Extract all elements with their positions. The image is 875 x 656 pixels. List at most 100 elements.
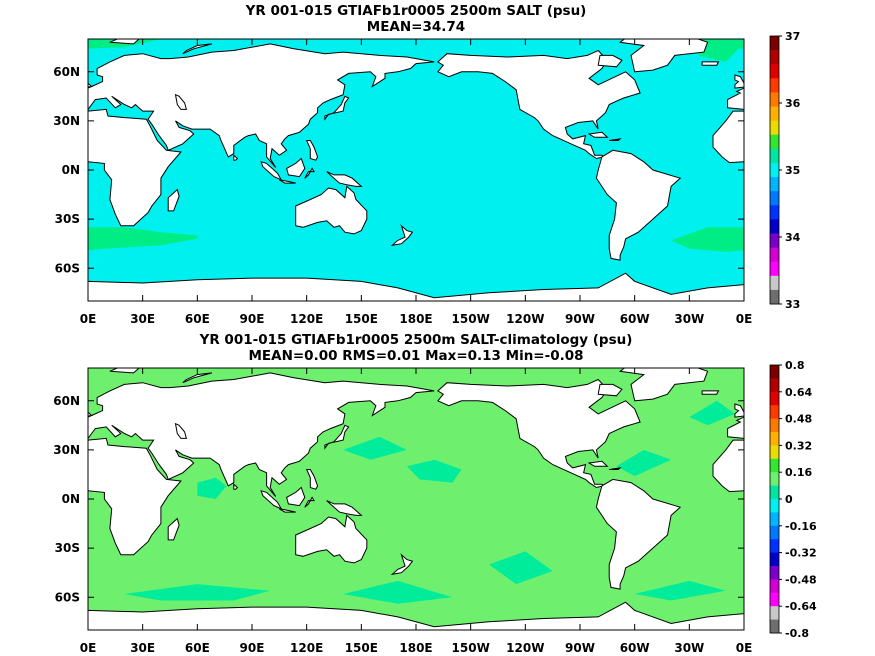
top-land-new-zealand xyxy=(390,224,414,247)
top-land-new-guinea xyxy=(326,171,363,187)
bottom-y-tick-label: 0N xyxy=(62,492,80,506)
bottom-colorbar-label: 0.16 xyxy=(785,466,812,479)
top-colorbar-swatch xyxy=(770,233,779,249)
top-x-tick-label: 150E xyxy=(345,312,378,326)
top-colorbar-swatch xyxy=(770,64,779,79)
top-colorbar-swatch xyxy=(770,92,779,108)
top-land-south-america xyxy=(595,149,682,261)
bottom-land-new-zealand xyxy=(390,553,414,576)
bottom-x-tick-label: 0E xyxy=(80,641,97,655)
bottom-colorbar-swatch xyxy=(770,378,779,393)
bottom-land-greenland xyxy=(618,368,709,402)
top-land-sri-lanka xyxy=(233,154,239,161)
bottom-x-tick-label: 0E xyxy=(736,641,753,655)
bottom-colorbar-swatch xyxy=(770,445,779,460)
bottom-colorbar-swatch xyxy=(770,485,779,500)
top-land-baffin xyxy=(597,54,623,68)
bottom-colorbar-swatch xyxy=(770,365,779,379)
bottom-colorbar-label: -0.64 xyxy=(785,600,817,613)
bottom-title-line2: MEAN=0.00 RMS=0.01 Max=0.13 Min=-0.08 xyxy=(248,348,584,364)
bottom-colorbar-label: 0.32 xyxy=(785,439,812,452)
bottom-x-tick-label: 60E xyxy=(185,641,210,655)
top-x-tick-label: 30E xyxy=(130,312,155,326)
top-colorbar-swatch xyxy=(770,261,779,277)
top-colorbar-swatch xyxy=(770,106,779,122)
top-x-tick-label: 0E xyxy=(736,312,753,326)
top-colorbar-swatch xyxy=(770,134,779,150)
bottom-land-britain xyxy=(88,411,93,417)
top-x-tick-label: 180E xyxy=(399,312,432,326)
top-y-tick-label: 30N xyxy=(53,114,80,128)
bottom-land-eurasia xyxy=(727,416,744,439)
top-land-iceland xyxy=(701,61,720,66)
top-x-tick-label: 30W xyxy=(674,312,704,326)
top-panel-title: YR 001-015 GTIAFb1r0005 2500m SALT (psu)… xyxy=(88,3,744,35)
top-x-tick-label: 120E xyxy=(290,312,323,326)
top-y-tick-label: 30S xyxy=(55,212,80,226)
bottom-x-tick-label: 90W xyxy=(565,641,595,655)
bottom-x-tick-label: 120E xyxy=(290,641,323,655)
bottom-colorbar-label: 0 xyxy=(785,493,793,506)
top-x-tick-label: 90E xyxy=(240,312,265,326)
bottom-colorbar-label: -0.8 xyxy=(785,627,809,640)
bottom-land-svalbard xyxy=(109,368,140,374)
bottom-colorbar-swatch xyxy=(770,566,779,580)
bottom-colorbar-label: 0.64 xyxy=(785,386,812,399)
top-land-eurasia xyxy=(88,43,435,168)
top-anomaly-patch xyxy=(671,227,744,252)
bottom-anomaly-patch xyxy=(488,551,553,585)
bottom-land-borneo xyxy=(286,486,306,507)
top-x-tick-label: 60W xyxy=(620,312,650,326)
bottom-map-field xyxy=(0,368,744,630)
bottom-land-madagascar xyxy=(167,517,180,541)
top-land-africa xyxy=(88,108,182,227)
bottom-land-sri-lanka xyxy=(233,483,239,490)
bottom-land-south-america xyxy=(595,478,682,590)
bottom-land-antarctica xyxy=(88,601,744,630)
bottom-land-eurasia xyxy=(88,372,435,497)
top-colorbar-swatch xyxy=(770,36,779,51)
bottom-x-tick-label: 180E xyxy=(399,641,432,655)
top-x-tick-label: 90W xyxy=(565,312,595,326)
top-land-java xyxy=(279,179,296,184)
bottom-land-japan xyxy=(324,424,350,450)
top-land-svalbard xyxy=(109,39,140,45)
top-colorbar-swatch xyxy=(770,177,779,192)
bottom-land-novaya-zemlya xyxy=(182,372,213,384)
bottom-colorbar-label: 0.8 xyxy=(785,359,805,372)
bottom-colorbar-swatch xyxy=(770,391,779,406)
bottom-land-philippines xyxy=(305,469,319,490)
top-land-britain xyxy=(88,82,93,88)
top-land-africa xyxy=(712,110,744,164)
bottom-anomaly-patch xyxy=(343,436,407,460)
bottom-colorbar-label: -0.48 xyxy=(785,573,817,586)
bottom-colorbar-swatch xyxy=(770,458,779,473)
top-anomaly-patch xyxy=(88,227,198,251)
top-colorbar-swatch xyxy=(770,205,779,220)
top-x-tick-label: 150W xyxy=(452,312,490,326)
top-colorbar-label: 36 xyxy=(785,97,801,110)
bottom-land-cuba xyxy=(587,460,609,467)
bottom-anomaly-patch xyxy=(343,580,453,604)
top-land-madagascar xyxy=(167,188,180,212)
bottom-colorbar-swatch xyxy=(770,472,779,487)
top-colorbar-label: 33 xyxy=(785,298,800,311)
bottom-anomaly-patch xyxy=(0,450,15,476)
bottom-colorbar-label: 0.48 xyxy=(785,413,812,426)
top-colorbar-swatch xyxy=(770,78,779,93)
bottom-anomaly-patch xyxy=(689,400,735,426)
top-colorbar-swatch xyxy=(770,219,779,234)
top-colorbar-swatch xyxy=(770,247,779,263)
bottom-colorbar-swatch xyxy=(770,606,779,621)
bottom-y-tick-label: 30S xyxy=(55,541,80,555)
top-x-tick-label: 60E xyxy=(185,312,210,326)
bottom-anomaly-patch xyxy=(197,477,227,499)
bottom-x-tick-label: 150W xyxy=(452,641,490,655)
top-colorbar-swatch xyxy=(770,275,779,291)
top-land-sulawesi xyxy=(304,167,315,179)
bottom-land-iceland xyxy=(701,390,720,395)
bottom-colorbar-swatch xyxy=(770,619,779,634)
top-land-philippines xyxy=(305,140,319,161)
top-x-tick-label: 0E xyxy=(80,312,97,326)
bottom-x-tick-label: 60W xyxy=(620,641,650,655)
